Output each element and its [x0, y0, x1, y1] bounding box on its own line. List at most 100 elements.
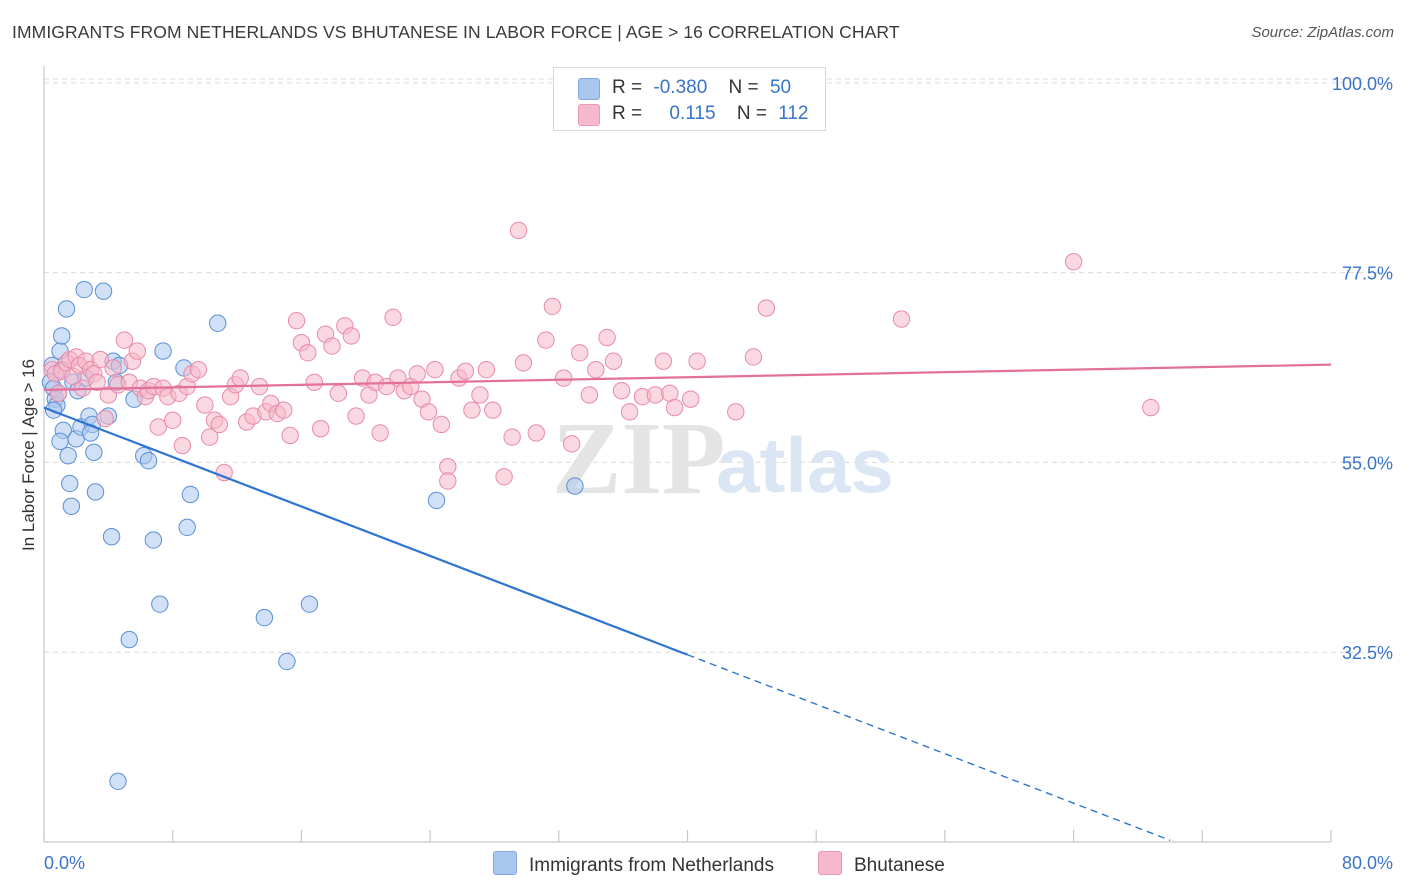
netherlands-point [427, 491, 446, 510]
legend-swatch-bhutanese [578, 104, 600, 126]
legend-r-value: -0.380 [653, 77, 708, 98]
bhutanese-point [495, 468, 513, 486]
bhutanese-trendline [43, 363, 1332, 391]
bhutanese-point [646, 386, 665, 404]
bhutanese-point [682, 390, 700, 408]
bhutanese-point [210, 415, 229, 434]
netherlands-point [154, 342, 172, 360]
bhutanese-point [342, 327, 360, 345]
bhutanese-point [173, 436, 192, 455]
legend-item-netherlands: Immigrants from Netherlands [493, 851, 774, 877]
netherlands-point [151, 595, 169, 613]
netherlands-point [120, 630, 138, 649]
bhutanese-point [612, 382, 631, 400]
netherlands-point [181, 485, 200, 504]
bhutanese-point [562, 435, 581, 453]
bhutanese-point [744, 348, 763, 366]
bhutanese-point [189, 360, 208, 379]
netherlands-point [57, 300, 76, 318]
netherlands-point [102, 527, 121, 546]
legend-n-label: N = [736, 103, 767, 124]
bhutanese-point [471, 386, 489, 404]
legend-item-bhutanese: Bhutanese [818, 851, 945, 877]
trend-layer [43, 363, 1332, 841]
bhutanese-point [196, 396, 214, 414]
bhutanese-point [419, 403, 438, 421]
bhutanese-point [384, 308, 402, 327]
bhutanese-point [598, 328, 616, 347]
bhutanese-point [543, 297, 562, 316]
bhutanese-point [88, 373, 106, 392]
bhutanese-point [477, 360, 496, 379]
netherlands-point [144, 531, 163, 549]
bhutanese-point [164, 411, 182, 429]
bhutanese-point [665, 398, 684, 417]
legend-r-label: R = [612, 103, 643, 124]
bhutanese-point [287, 312, 306, 330]
watermark-atlas: atlas [716, 421, 894, 509]
netherlands-point [51, 432, 69, 451]
bhutanese-point [503, 428, 521, 446]
bhutanese-point [587, 360, 605, 379]
netherlands-point [139, 452, 158, 470]
x-tick-label: 80.0% [1342, 853, 1393, 873]
bhutanese-point [231, 369, 249, 387]
chart-title: IMMIGRANTS FROM NETHERLANDS VS BHUTANESE… [12, 22, 900, 42]
bhutanese-point [604, 352, 623, 370]
series-legend: Immigrants from Netherlands Bhutanese [0, 851, 1406, 879]
bhutanese-point [91, 350, 110, 369]
y-tick-label: 32.5% [1342, 643, 1393, 663]
bhutanese-point [432, 415, 451, 434]
legend-n-value: 112 [778, 103, 809, 124]
bhutanese-point [537, 331, 555, 349]
bhutanese-point [149, 418, 167, 436]
bhutanese-point [426, 360, 444, 379]
netherlands-point [62, 497, 81, 515]
bhutanese-point [299, 344, 317, 362]
axis-layer [43, 66, 1332, 843]
bhutanese-point [104, 359, 122, 377]
points-layer [41, 221, 1160, 790]
legend-n-label: N = [728, 77, 759, 98]
netherlands-point [52, 327, 71, 345]
netherlands-point [566, 477, 584, 495]
netherlands-point [86, 483, 105, 501]
bhutanese-point [1142, 398, 1160, 417]
netherlands-point [255, 608, 274, 627]
netherlands-point [278, 652, 296, 671]
legend-swatch-netherlands [493, 851, 517, 875]
netherlands-point [300, 595, 319, 613]
bhutanese-point [347, 407, 365, 425]
netherlands-trendline-extension [687, 654, 1171, 841]
netherlands-point [75, 280, 93, 299]
bhutanese-point [128, 342, 147, 360]
legend-r-label: R = [612, 77, 643, 98]
grid-layer [44, 78, 1392, 653]
source-credit: Source: ZipAtlas.com [1251, 24, 1394, 41]
bhutanese-point [115, 331, 134, 349]
x-tick-label: 0.0% [44, 853, 85, 873]
bhutanese-point [620, 403, 639, 421]
bhutanese-point [49, 384, 68, 402]
bhutanese-point [1064, 252, 1083, 271]
netherlands-point [209, 314, 227, 332]
bhutanese-point [463, 401, 481, 419]
legend-r-value: 0.115 [669, 103, 716, 124]
bhutanese-point [757, 299, 776, 317]
bhutanese-point [456, 362, 475, 381]
legend-label-bhutanese: Bhutanese [854, 855, 945, 876]
bhutanese-point [484, 401, 502, 419]
bhutanese-point [439, 472, 457, 490]
bhutanese-point [688, 352, 706, 370]
bhutanese-point [371, 424, 389, 442]
label-layer: 32.5% 55.0% 77.5% 100.0% 0.0% 80.0% In Labor F… [19, 74, 1393, 873]
netherlands-point [59, 446, 77, 465]
y-axis-title: In Labor Force | Age > 16 [19, 359, 38, 551]
bhutanese-point [554, 369, 573, 387]
bhutanese-point [305, 373, 323, 392]
legend-n-value: 50 [769, 77, 792, 98]
netherlands-point [94, 282, 113, 300]
bhutanese-point [281, 426, 299, 445]
y-tick-label: 77.5% [1342, 264, 1393, 284]
